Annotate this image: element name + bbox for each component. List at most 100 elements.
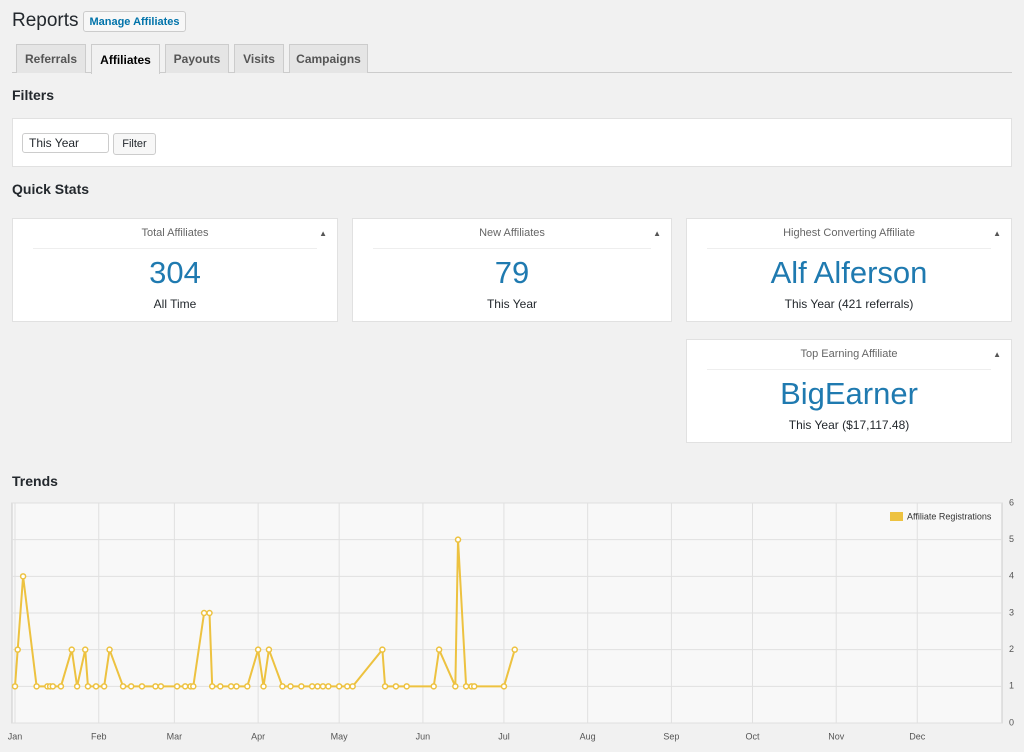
data-point [462, 683, 470, 690]
card-value: 79 [494, 255, 530, 290]
data-point [217, 683, 224, 690]
x-tick-label: Jun [416, 731, 431, 741]
data-point [470, 683, 478, 690]
period-select[interactable]: This Year [22, 133, 109, 153]
card-subtitle: This Year (421 referrals) [784, 297, 914, 311]
card-value: 304 [149, 255, 201, 290]
data-point [190, 683, 197, 690]
x-tick-label: Oct [745, 731, 760, 741]
card-title: Highest Converting Affiliate [707, 227, 991, 249]
x-tick-label: Sep [663, 731, 679, 741]
data-point [138, 683, 146, 690]
data-point [279, 683, 286, 690]
data-point [254, 646, 262, 653]
card-subtitle: This Year [486, 297, 538, 311]
x-tick-label: Jul [498, 731, 510, 741]
data-point [298, 683, 305, 690]
data-point [106, 646, 113, 653]
data-point [200, 609, 208, 617]
x-tick-label: Aug [580, 731, 596, 741]
filter-box: This Year Filter [12, 118, 1012, 167]
tab[interactable]: Campaigns [289, 44, 368, 73]
page-title: Reports [12, 10, 79, 31]
stat-card: Total Affiliates ▲ 304 All Time [12, 218, 338, 322]
card-title: Top Earning Affiliate [707, 348, 991, 370]
data-point [57, 683, 65, 690]
data-point [379, 646, 386, 653]
data-point [403, 683, 410, 690]
stat-card: Top Earning Affiliate ▲ BigEarner This Ye… [686, 339, 1012, 443]
data-point [19, 573, 27, 580]
toggle[interactable]: ▲ [319, 229, 327, 238]
x-tick-label: Mar [167, 731, 183, 741]
card-subtitle: All Time [153, 297, 197, 311]
tab[interactable]: Payouts [165, 44, 229, 73]
data-point [152, 683, 159, 690]
data-point [84, 683, 92, 690]
y-tick-label: 4 [1009, 571, 1014, 581]
legend-swatch [890, 512, 903, 521]
data-point [157, 683, 165, 690]
data-point [11, 683, 19, 690]
card-title: New Affiliates [373, 227, 651, 249]
section-title: Quick Stats [12, 181, 90, 197]
data-point [244, 683, 251, 690]
data-point [344, 683, 351, 690]
card-value: BigEarner [780, 376, 918, 411]
y-tick-label: 0 [1009, 717, 1014, 727]
tab-active[interactable]: Affiliates [91, 44, 160, 74]
section-title: Filters [12, 87, 55, 103]
tab-line [12, 72, 1012, 73]
data-point [308, 683, 316, 690]
manage-button[interactable]: Manage Affiliates [83, 11, 186, 32]
stat-card: New Affiliates ▲ 79 This Year [352, 218, 672, 322]
y-tick-label: 6 [1009, 497, 1014, 507]
section-title: Trends [12, 473, 58, 489]
data-point [335, 683, 343, 690]
trends-chart: 0 1 2 3 4 5 6 Jan Feb Mar Apr May Jun Jul Aug Sep Oct Nov… [8, 497, 1014, 741]
filter-button[interactable]: Filter [113, 133, 156, 155]
x-tick-label: Dec [909, 731, 926, 741]
y-tick-label: 2 [1009, 644, 1014, 654]
data-point [265, 646, 273, 653]
data-point [181, 683, 189, 690]
y-tick-label: 5 [1009, 534, 1014, 544]
toggle[interactable]: ▲ [993, 350, 1001, 359]
data-point [33, 683, 40, 690]
card-subtitle: This Year ($17,117.48) [788, 418, 910, 432]
data-point [435, 646, 443, 653]
data-point [325, 683, 332, 690]
data-point [233, 683, 240, 690]
stat-card: Highest Converting Affiliate ▲ Alf Alfers… [686, 218, 1012, 322]
data-point [73, 683, 81, 690]
tab[interactable]: Referrals [16, 44, 86, 73]
x-tick-label: Nov [828, 731, 845, 741]
x-tick-label: May [331, 731, 349, 741]
card-title: Total Affiliates [33, 227, 317, 249]
y-tick-label: 1 [1009, 681, 1014, 691]
toggle[interactable]: ▲ [993, 229, 1001, 238]
data-point [314, 683, 321, 690]
data-point [511, 646, 519, 653]
data-point [452, 683, 459, 690]
data-point [392, 683, 400, 690]
data-point [49, 683, 57, 690]
data-point [454, 536, 462, 543]
data-point [430, 683, 437, 690]
data-point [227, 683, 235, 690]
tab[interactable]: Visits [234, 44, 284, 73]
x-tick-label: Apr [251, 731, 265, 741]
data-point [260, 683, 267, 690]
data-point [14, 646, 21, 653]
data-point [206, 609, 213, 617]
data-point [349, 683, 356, 690]
data-point [81, 646, 89, 653]
data-point [173, 683, 181, 690]
data-point [119, 683, 127, 690]
toggle[interactable]: ▲ [653, 229, 661, 238]
data-point [92, 683, 100, 690]
x-tick-label: Jan [8, 731, 23, 741]
data-point [287, 683, 294, 690]
data-point [381, 683, 389, 690]
data-point [100, 683, 108, 690]
